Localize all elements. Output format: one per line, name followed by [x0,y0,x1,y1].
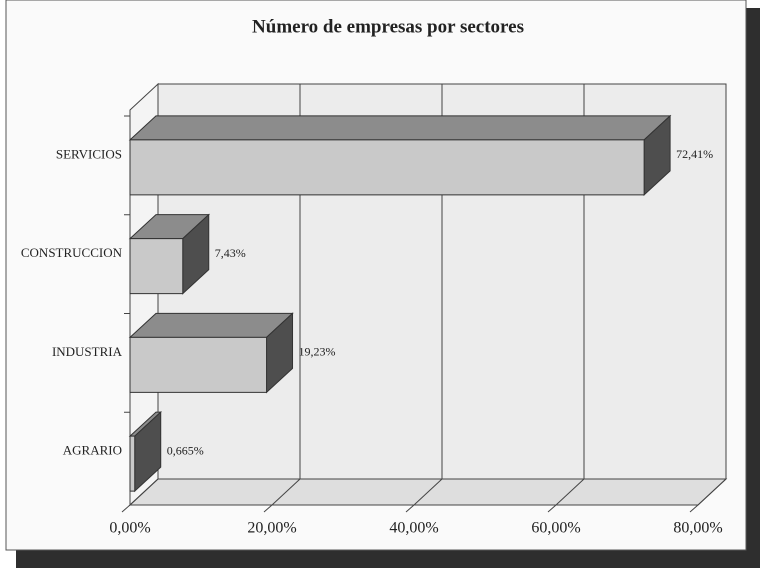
x-tick-label: 0,00% [109,520,150,537]
x-tick [121,504,131,513]
value-label: 7,43% [215,246,246,260]
y-tick-label: AGRARIO [63,443,122,458]
bar-top [128,312,294,338]
bar-front [129,336,268,393]
x-tick [689,504,699,513]
floor-grid-line [413,478,443,506]
floor-grid-line [271,478,301,506]
y-tick-label: SERVICIOS [56,146,122,161]
value-label: 19,23% [299,345,336,359]
floor-grid-line [697,478,727,506]
y-tick-label: INDUSTRIA [52,344,123,359]
x-tick-label: 20,00% [247,520,296,537]
x-tick-label: 40,00% [389,520,438,537]
x-tick-label: 60,00% [531,520,580,537]
floor-grid-line [555,478,585,506]
bar [128,114,672,197]
bar [128,410,163,493]
bar-front [129,139,645,196]
value-label: 0,665% [167,443,204,457]
x-tick [547,504,557,513]
x-tick [405,504,415,513]
x-tick-label: 80,00% [673,520,722,537]
x-tick [263,504,273,513]
bar-front [129,435,136,492]
bar [128,312,294,394]
chart-title: Número de empresas por sectores [252,16,524,37]
y-tick-label: CONSTRUCCION [21,245,123,260]
bar-front [129,238,184,295]
bar [128,213,211,295]
floor-grid-line [129,478,159,506]
value-label: 72,41% [676,147,713,161]
bar-top [128,115,672,141]
